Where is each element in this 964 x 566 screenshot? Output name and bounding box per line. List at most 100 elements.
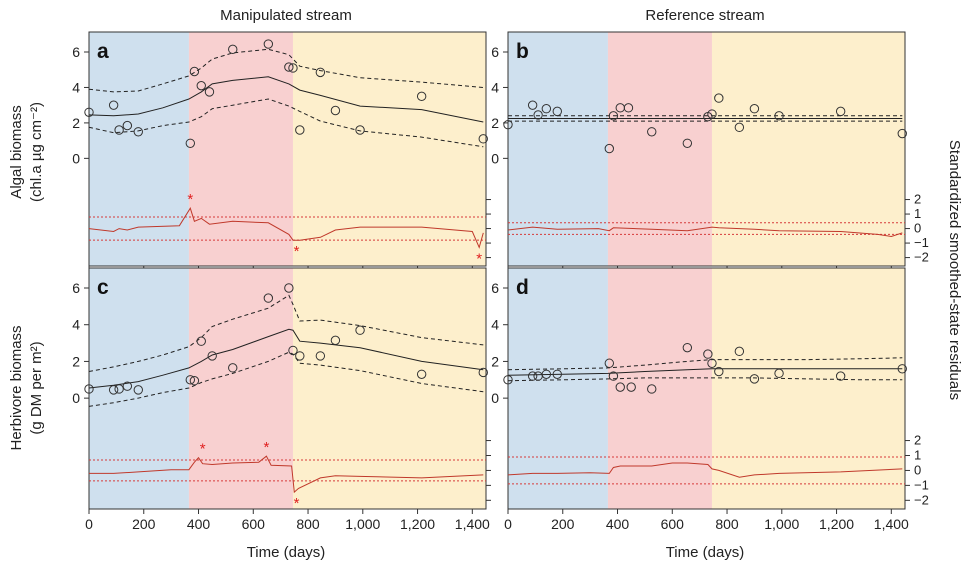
- y-tick-label-b: 6: [491, 44, 499, 60]
- observation-point-b: [608, 111, 619, 121]
- x-tick-label-c: 600: [242, 516, 266, 532]
- observation-point-d: [626, 382, 636, 392]
- observation-point-d: [707, 358, 717, 368]
- observation-point-b: [527, 100, 538, 110]
- flagged-residual-asterisk-a: *: [476, 250, 482, 267]
- column-title-manipulated: Manipulated stream: [220, 7, 352, 24]
- observation-point-b: [552, 106, 562, 117]
- upper-ci-line-d: [507, 357, 903, 371]
- observation-point-c: [288, 345, 298, 356]
- phase-2-band-b: [607, 32, 712, 266]
- observation-point-b: [734, 122, 745, 133]
- observation-point-d: [604, 358, 615, 368]
- phase-1-band-b: [508, 32, 608, 266]
- observation-point-b: [604, 143, 615, 154]
- residual-line-a: [88, 207, 484, 249]
- residual-tick-label-b: 2: [914, 192, 921, 207]
- flagged-residual-asterisk-c: *: [263, 439, 269, 456]
- x-tick-label-c: 800: [296, 516, 320, 532]
- residual-line-d: [507, 462, 903, 478]
- ylabel-top-line1: Algal biomass: [8, 105, 25, 198]
- x-tick-label-d: 1,400: [874, 516, 909, 532]
- observation-point-d: [527, 371, 538, 381]
- phase-2-band-c: [188, 268, 293, 509]
- y-tick-label-d: 6: [491, 280, 499, 296]
- observation-point-d: [835, 371, 846, 381]
- ylabel-bottom-line1: Herbivore biomass: [8, 325, 25, 450]
- observation-point-d: [552, 369, 562, 379]
- y-tick-label-c: 2: [72, 353, 80, 369]
- right-axis-label: Standardized smoothed-state residuals: [946, 140, 963, 400]
- frame-d: [507, 267, 906, 510]
- observation-point-d: [647, 384, 657, 394]
- observation-point-c: [133, 385, 143, 395]
- observation-point-d: [503, 375, 513, 385]
- observation-point-a: [478, 134, 488, 144]
- observation-point-c: [122, 381, 133, 391]
- observation-point-b: [541, 104, 552, 114]
- observation-point-b: [682, 138, 693, 148]
- y-tick-label-c: 6: [72, 280, 80, 296]
- x-tick-label-c: 1,400: [455, 516, 490, 532]
- observation-point-a: [84, 107, 94, 117]
- observation-point-a: [108, 100, 119, 110]
- observation-point-a: [355, 125, 365, 135]
- ylabel-bottom-line2: (g DM per m²): [28, 341, 45, 434]
- observation-point-c: [84, 384, 94, 394]
- frame-b: [507, 31, 906, 267]
- observation-point-b: [897, 128, 907, 139]
- residual-tick-label-b: 1: [914, 206, 921, 221]
- observation-point-c: [207, 351, 217, 361]
- y-tick-label-c: 0: [72, 390, 80, 406]
- y-tick-label-c: 4: [72, 317, 80, 333]
- observation-point-c: [108, 385, 119, 395]
- x-tick-label-d: 200: [551, 516, 575, 532]
- residual-tick-label-b: −1: [914, 235, 929, 250]
- phase-2-band-a: [188, 32, 293, 266]
- residual-tick-label-b: −2: [914, 250, 929, 265]
- panel-letter-a: a: [97, 40, 109, 63]
- x-tick-label-d: 400: [606, 516, 630, 532]
- x-tick-label-c: 1,200: [400, 516, 435, 532]
- observation-point-a: [288, 63, 298, 73]
- phase-2-band-d: [607, 268, 712, 509]
- panel-a: a 0 2 4 6 * * *: [72, 31, 491, 270]
- observation-point-d: [682, 342, 693, 353]
- smoothed-state-line-d: [507, 368, 903, 376]
- observation-point-c: [228, 363, 238, 373]
- residual-line-b: [507, 226, 903, 238]
- observation-point-b: [714, 93, 724, 103]
- observation-point-d: [541, 369, 552, 379]
- observation-point-d: [714, 366, 724, 377]
- y-tick-label-d: 0: [491, 390, 499, 406]
- smoothed-state-line-a: [88, 76, 484, 123]
- observation-point-c: [295, 351, 305, 361]
- observation-point-c: [315, 351, 326, 361]
- y-tick-label-a: 6: [72, 44, 80, 60]
- observation-point-d: [897, 364, 907, 374]
- observation-point-c: [330, 335, 341, 346]
- observation-point-b: [749, 104, 760, 114]
- lower-ci-line-a: [88, 98, 484, 148]
- phase-1-band-d: [508, 268, 608, 509]
- observation-point-a: [263, 39, 274, 49]
- residual-tick-label-d: 2: [914, 433, 921, 448]
- observation-point-c: [189, 376, 200, 386]
- smoothed-state-line-c: [88, 328, 484, 389]
- observation-point-d: [774, 368, 784, 379]
- phase-1-band-c: [89, 268, 189, 509]
- xlabel-left: Time (days): [247, 544, 326, 561]
- upper-ci-line-c: [88, 294, 484, 372]
- observation-point-a: [315, 67, 326, 78]
- observation-point-b: [835, 106, 846, 117]
- observation-point-c: [416, 369, 427, 379]
- observation-point-c: [196, 336, 206, 346]
- observation-point-c: [284, 283, 294, 293]
- phase-3-band-b: [711, 32, 905, 266]
- upper-ci-line-a: [88, 48, 484, 93]
- observation-point-d: [734, 346, 745, 357]
- observation-point-d: [703, 349, 713, 359]
